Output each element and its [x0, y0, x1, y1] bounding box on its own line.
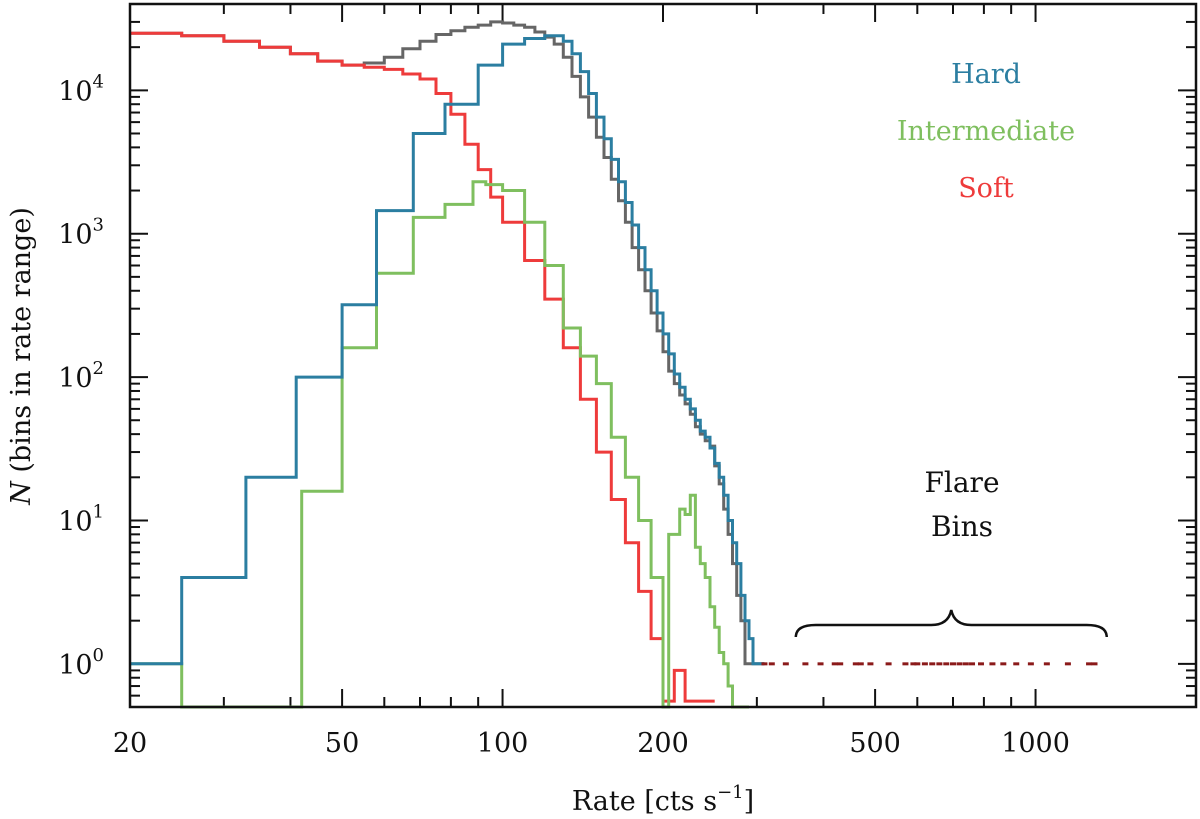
y-tick-label-exp: 0	[93, 645, 104, 666]
ticks	[129, 3, 1197, 708]
y-tick-label-base: 10	[58, 506, 92, 537]
x-tick-label: 500	[849, 728, 901, 759]
y-tick-label-exp: 2	[93, 358, 104, 379]
y-tick-label-base: 10	[58, 76, 92, 107]
y-axis-label: N (bins in rate range)	[6, 207, 37, 506]
series-line-intermediate	[130, 180, 749, 709]
y-tick-label: 102	[58, 358, 104, 394]
y-tick-label: 100	[58, 645, 104, 681]
x-axis-label-main: Rate [cts s	[572, 786, 717, 817]
y-axis-label-italic: N	[6, 480, 37, 506]
y-tick-label-exp: 3	[93, 215, 104, 236]
x-tick-label: 50	[325, 728, 359, 759]
flare-annotation: Flare Bins	[794, 466, 1108, 638]
series	[130, 20, 765, 709]
y-tick-label: 103	[58, 215, 104, 251]
legend-label-hard: Hard	[951, 59, 1021, 90]
y-tick-label-exp: 4	[93, 71, 104, 92]
legend-label-intermediate: Intermediate	[897, 116, 1075, 147]
y-tick-label-base: 10	[58, 650, 92, 681]
x-tick-label: 20	[113, 728, 147, 759]
plot-frame	[128, 2, 1198, 709]
y-tick-label-base: 10	[58, 363, 92, 394]
y-tick-label: 101	[58, 501, 104, 537]
x-axis-label: Rate [cts s−1]	[572, 782, 754, 817]
flare-annotation-line2: Bins	[931, 510, 993, 543]
x-tick-label: 200	[637, 728, 689, 759]
y-tick-label-exp: 1	[93, 501, 104, 522]
flare-brace	[794, 609, 1108, 638]
x-axis-label-tail: ]	[744, 786, 755, 817]
legend: Hard Intermediate Soft	[897, 59, 1075, 204]
series-line-hard	[130, 34, 765, 666]
y-axis-label-rest: (bins in rate range)	[6, 207, 37, 481]
y-tick-label-base: 10	[58, 220, 92, 251]
legend-label-soft: Soft	[958, 173, 1014, 204]
flare-annotation-line1: Flare	[924, 466, 999, 499]
x-tick-labels: 20 50 100 200 500 1000	[113, 728, 1070, 759]
x-axis-label-exp: −1	[717, 782, 744, 803]
y-tick-label: 104	[58, 71, 104, 107]
x-tick-label: 1000	[1001, 728, 1070, 759]
x-tick-label: 100	[477, 728, 529, 759]
